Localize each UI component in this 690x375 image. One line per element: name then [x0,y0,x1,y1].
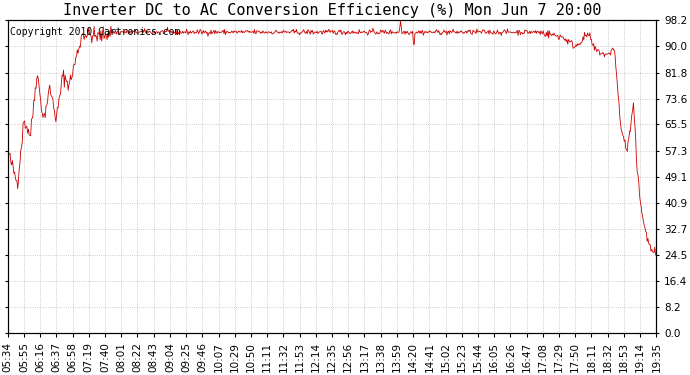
Text: Copyright 2010 Cartronics.com: Copyright 2010 Cartronics.com [10,27,180,37]
Title: Inverter DC to AC Conversion Efficiency (%) Mon Jun 7 20:00: Inverter DC to AC Conversion Efficiency … [63,3,601,18]
